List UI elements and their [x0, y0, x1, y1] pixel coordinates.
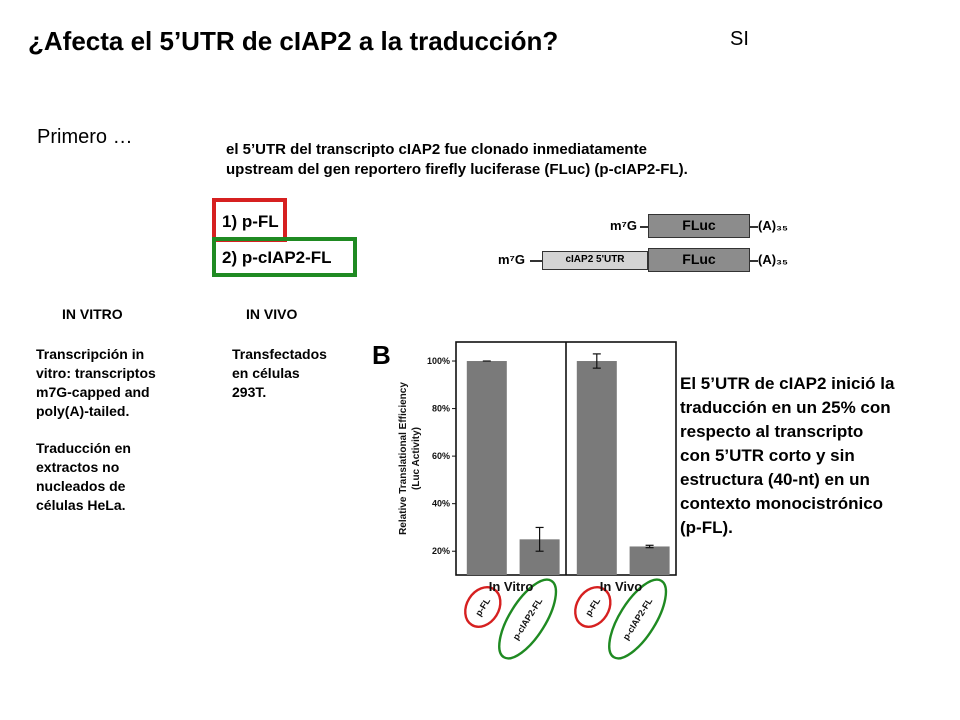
in-vitro-description: Transcripción in vitro: transcriptos m7G… [36, 345, 206, 515]
y-tick-label: 60% [432, 451, 450, 461]
intro-line-1: el 5’UTR del transcripto cIAP2 fue clona… [226, 141, 647, 158]
category-highlight-oval [498, 578, 558, 660]
slide-title: ¿Afecta el 5’UTR de cIAP2 a la traducció… [28, 26, 559, 56]
construct-2-diagram: m⁷G cIAP2 5'UTR FLuc (A)₃₅ [498, 244, 798, 274]
result-line: (p-FL). [680, 518, 733, 537]
first-label: Primero … [37, 126, 133, 148]
category-highlight-oval [574, 586, 612, 628]
y-tick-label: 40% [432, 499, 450, 509]
in-vivo-line: 293T. [232, 384, 267, 400]
in-vitro-line: poly(A)-tailed. [36, 403, 130, 419]
construct-1-label: 1) p-FL [222, 212, 279, 231]
paragraph-spacer [36, 421, 206, 439]
utr-box: cIAP2 5'UTR [542, 251, 648, 270]
result-line: respecto al transcripto [680, 422, 864, 441]
group-label: In Vivo [600, 579, 642, 594]
bar [466, 361, 507, 575]
panel-letter: B [372, 340, 391, 370]
bar [576, 361, 617, 575]
group-label: In Vitro [489, 579, 534, 594]
result-line: con 5’UTR corto y sin [680, 446, 855, 465]
bar [629, 546, 670, 575]
polya-label: (A)₃₅ [758, 218, 789, 233]
result-line: contexto monocistrónico [680, 494, 884, 513]
intro-text: el 5’UTR del transcripto cIAP2 fue clona… [226, 140, 826, 180]
y-axis-label: Relative Translational Efficiency [398, 382, 409, 535]
in-vivo-line: en células [232, 365, 300, 381]
in-vivo-description: Transfectados en células 293T. [232, 345, 372, 402]
in-vitro-line: Traducción en [36, 440, 131, 456]
result-line: estructura (40-nt) en un [680, 470, 870, 489]
polya-label: (A)₃₅ [758, 252, 789, 267]
in-vitro-line: vitro: transcriptos [36, 365, 156, 381]
in-vitro-line: nucleados de [36, 478, 126, 494]
construct-2-label: 2) p-cIAP2-FL [222, 248, 332, 267]
in-vitro-header: IN VITRO [62, 306, 123, 322]
construct-1-diagram: m⁷G FLuc (A)₃₅ [498, 210, 798, 240]
y-tick-label: 100% [427, 356, 450, 366]
category-label: p-FL [473, 596, 492, 618]
intro-line-2: upstream del gen reportero firefly lucif… [226, 161, 688, 178]
y-tick-label: 80% [432, 404, 450, 414]
fluc-box: FLuc [648, 248, 750, 272]
in-vitro-line: extractos no [36, 459, 120, 475]
result-text: El 5’UTR de cIAP2 inició la traducción e… [680, 372, 955, 540]
connector-line [640, 226, 648, 228]
cap-label: m⁷G [610, 218, 638, 233]
fluc-box: FLuc [648, 214, 750, 238]
y-axis-label-unit: (Luc Activity) [411, 427, 422, 490]
answer-text: SI [730, 28, 749, 50]
result-line: El 5’UTR de cIAP2 inició la [680, 374, 895, 393]
in-vitro-line: Transcripción in [36, 346, 145, 362]
construct-2-highlight-box [212, 237, 357, 277]
in-vivo-header: IN VIVO [246, 306, 298, 322]
in-vivo-line: Transfectados [232, 346, 327, 362]
in-vitro-line: m7G-capped and [36, 384, 150, 400]
cap-label: m⁷G [498, 252, 526, 267]
connector-line [750, 226, 758, 228]
in-vitro-line: células HeLa. [36, 497, 126, 513]
y-tick-label: 20% [432, 546, 450, 556]
result-line: traducción en un 25% con [680, 398, 891, 417]
connector-line [750, 260, 758, 262]
translational-efficiency-chart: 20% 40% 60% 80% 100% Relative Translational E… [398, 341, 677, 660]
construct-1-highlight-box [212, 198, 287, 242]
category-label: p-FL [583, 596, 602, 618]
category-highlight-oval [608, 578, 668, 660]
category-highlight-oval [464, 586, 502, 628]
connector-line [530, 260, 542, 262]
